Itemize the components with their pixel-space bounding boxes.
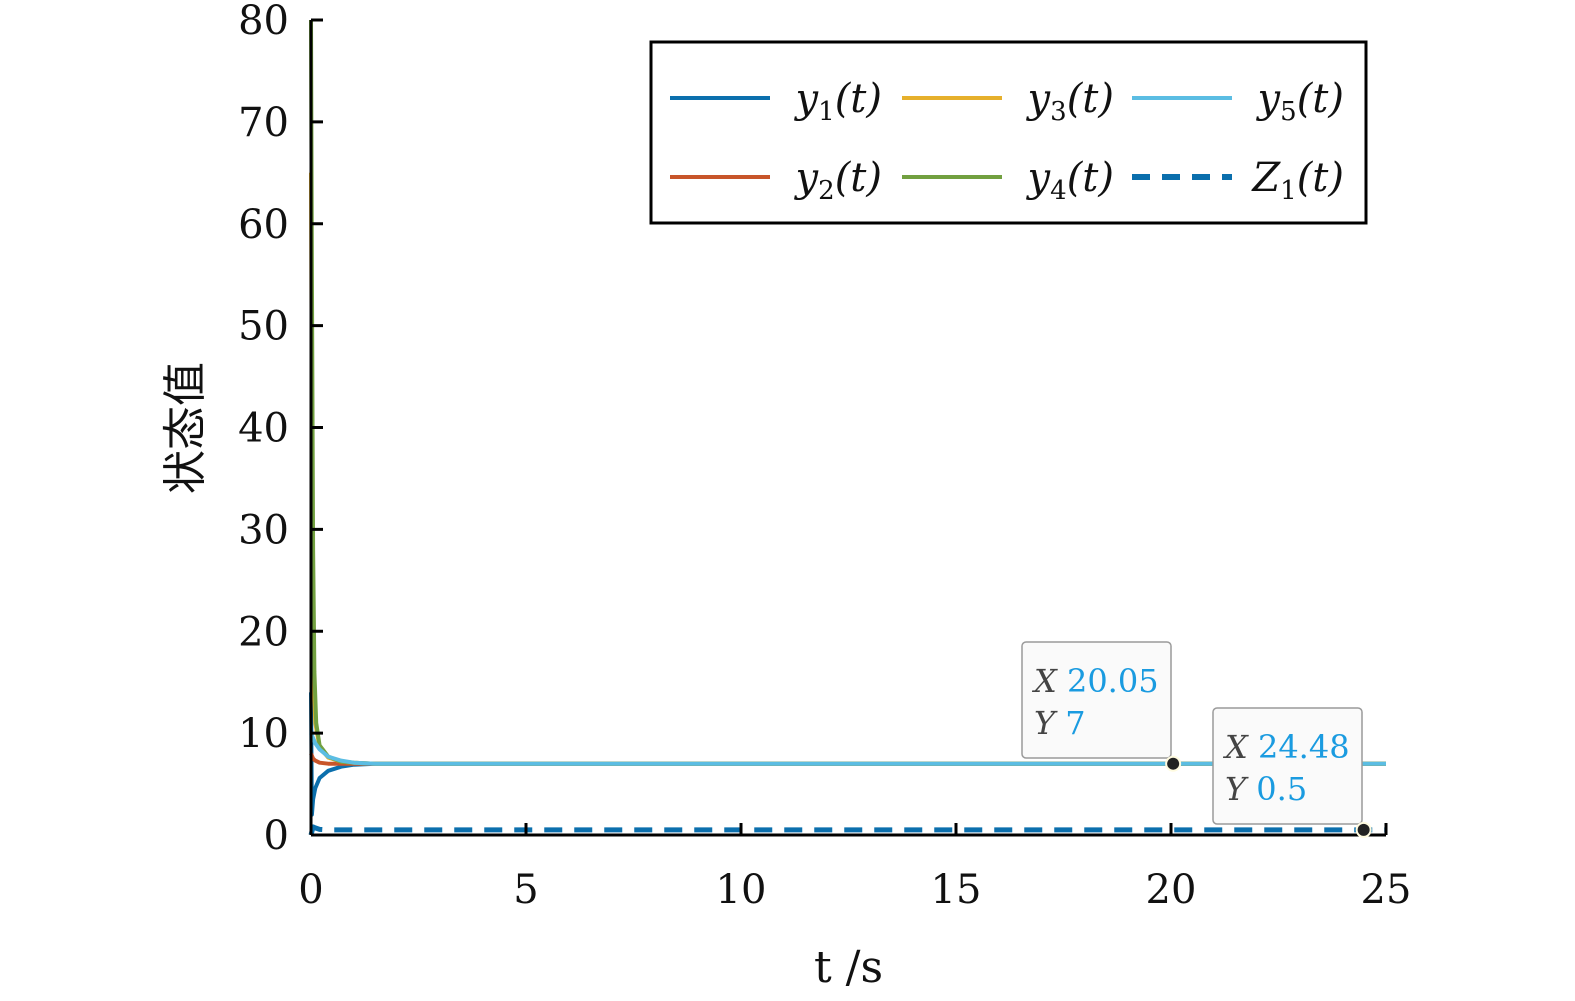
x-tick-label: 0 bbox=[298, 867, 323, 913]
series-line-5 bbox=[309, 732, 1386, 766]
datatip-marker bbox=[1165, 755, 1182, 772]
y-axis-title: 状态值 bbox=[160, 362, 211, 494]
datatip-x: X 24.48 bbox=[1222, 728, 1350, 766]
y-tick-label: 30 bbox=[238, 507, 289, 553]
series-line-6 bbox=[308, 824, 1386, 836]
datatip-box bbox=[1212, 707, 1363, 825]
axes: 0 5 10 15 20 25 0 10 20 30 40 50 60 70 80 t /s 状态值 bbox=[160, 0, 1411, 993]
legend-label: y5(t) bbox=[1256, 76, 1344, 127]
legend-label: y2(t) bbox=[794, 155, 882, 206]
y-tick-label: 70 bbox=[238, 100, 289, 146]
series-line-3 bbox=[309, 172, 1386, 766]
y-tick-label: 20 bbox=[238, 609, 289, 655]
y-tick-label: 40 bbox=[238, 406, 289, 452]
legend-label: y3(t) bbox=[1026, 76, 1114, 127]
x-axis-title: t /s bbox=[814, 942, 883, 993]
datatips: X 20.05 Y 7 X 24.48 Y 0.5 bbox=[1021, 641, 1372, 838]
datatip-x: X 20.05 bbox=[1031, 662, 1159, 700]
legend: y1(t) y2(t) y3(t) y4(t) y5(t) Z1(t) bbox=[649, 40, 1368, 225]
y-tick-label: 0 bbox=[264, 813, 289, 859]
x-tick-label: 5 bbox=[513, 867, 538, 913]
datatip-y: Y 0.5 bbox=[1225, 770, 1307, 808]
x-tick-label: 20 bbox=[1146, 867, 1197, 913]
x-tick-label: 25 bbox=[1361, 867, 1412, 913]
y-tick-label: 50 bbox=[238, 304, 289, 350]
datatip-box bbox=[1021, 641, 1172, 759]
legend-label: y1(t) bbox=[794, 76, 882, 127]
legend-label: y4(t) bbox=[1026, 155, 1114, 206]
x-tick-label: 15 bbox=[931, 867, 982, 913]
datatip-marker bbox=[1355, 821, 1372, 838]
plot-area bbox=[308, 19, 1386, 836]
x-tick-label: 10 bbox=[716, 867, 767, 913]
legend-label: Z1(t) bbox=[1250, 155, 1344, 206]
datatip-y: Y 7 bbox=[1034, 704, 1086, 742]
y-tick-label: 60 bbox=[238, 202, 289, 248]
y-tick-label: 10 bbox=[238, 711, 289, 757]
y-tick-label: 80 bbox=[238, 0, 289, 44]
legend-box bbox=[649, 40, 1368, 225]
